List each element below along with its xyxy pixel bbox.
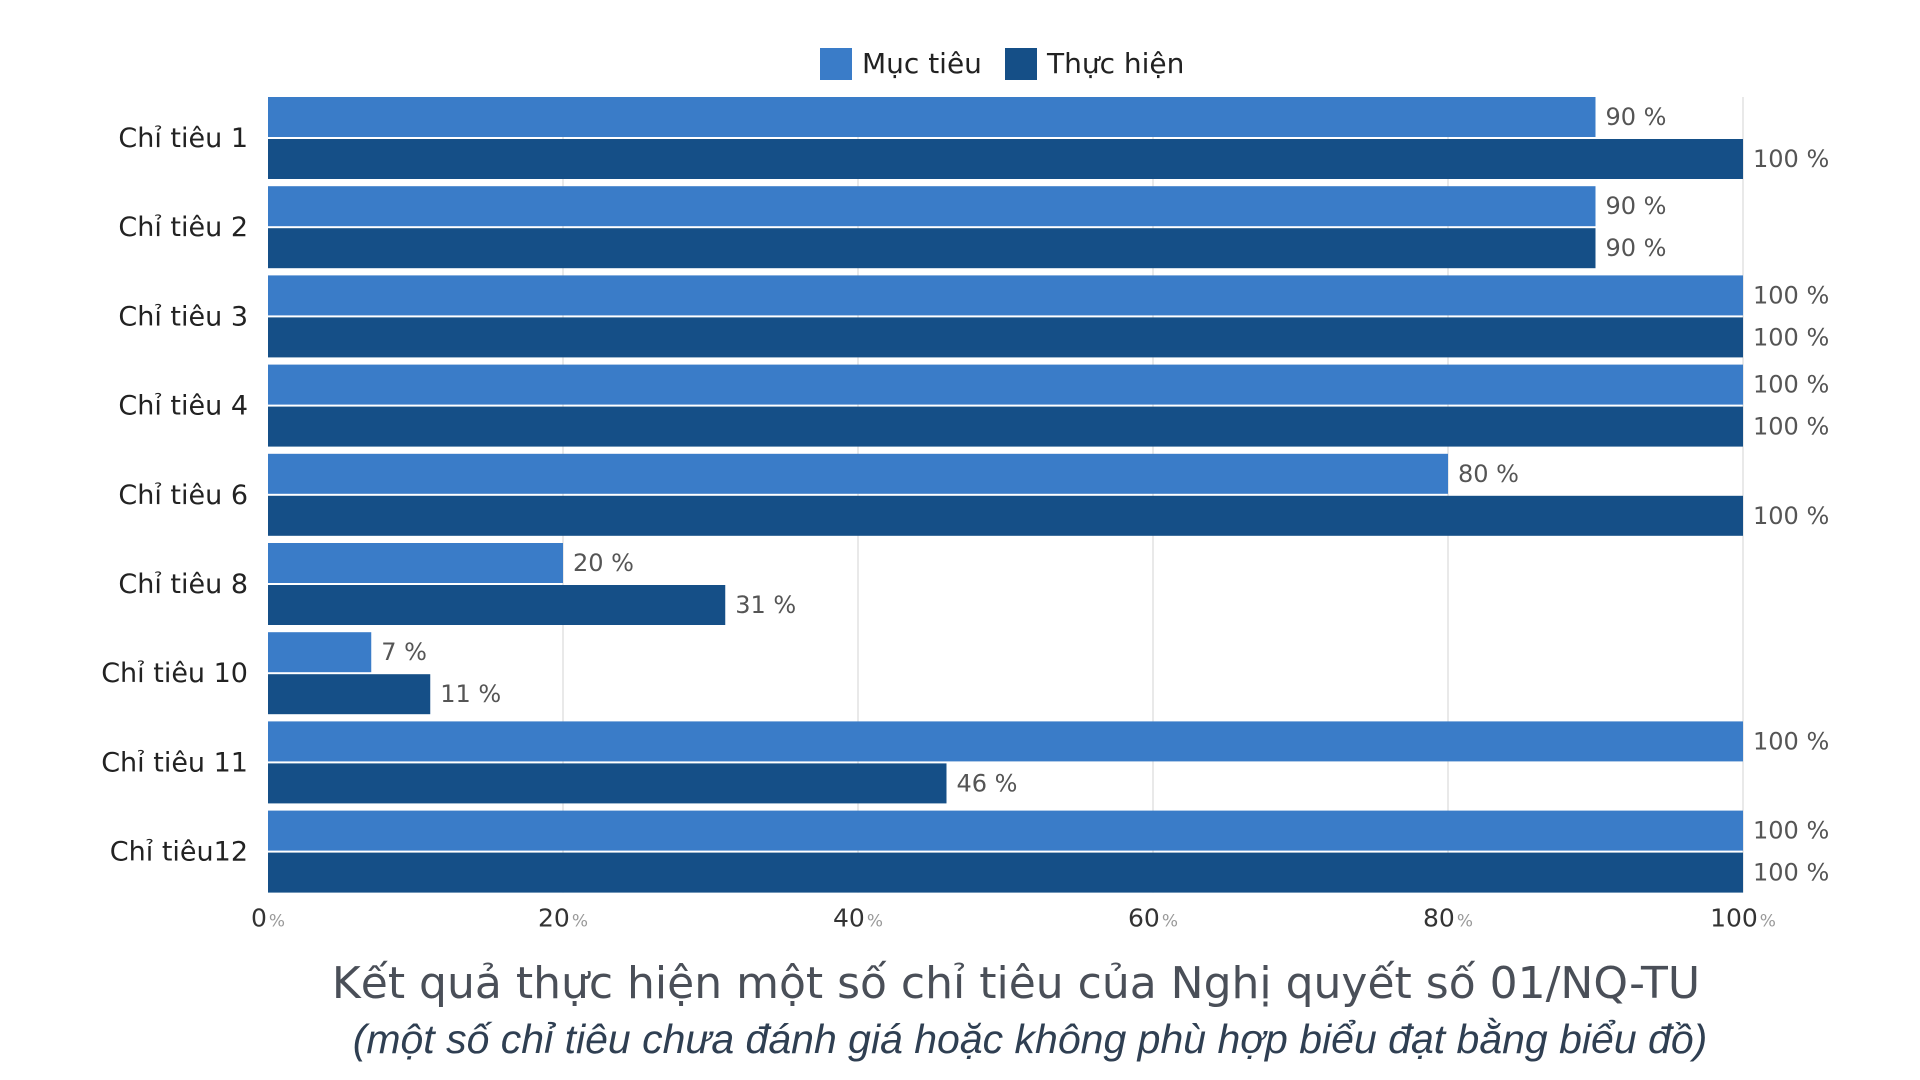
bar-muc-tieu-chi-tieu-11: [268, 721, 1743, 762]
x-tick-label-60: 60%: [1128, 904, 1178, 933]
category-labels: Chỉ tiêu 1 Chỉ tiêu 2 Chỉ tiêu 3 Chỉ tiêu 4…: [101, 123, 248, 868]
category-label-chi-tieu-6: Chỉ tiêu 6: [118, 480, 248, 511]
bar-muc-tieu-chi-tieu12: [268, 810, 1743, 851]
value-label-thuc-hien-chi-tieu-6: 100 %: [1753, 502, 1829, 530]
value-label-thuc-hien-chi-tieu-1: 100 %: [1753, 145, 1829, 173]
category-label-chi-tieu-10: Chỉ tiêu 10: [101, 658, 248, 689]
bar-muc-tieu-chi-tieu-6: [268, 453, 1448, 494]
value-label-thuc-hien-chi-tieu-11: 46 %: [957, 769, 1018, 797]
category-label-chi-tieu12: Chỉ tiêu12: [110, 837, 248, 868]
value-label-thuc-hien-chi-tieu12: 100 %: [1753, 859, 1829, 887]
bar-muc-tieu-chi-tieu-3: [268, 275, 1743, 316]
value-label-thuc-hien-chi-tieu-4: 100 %: [1753, 413, 1829, 441]
category-label-chi-tieu-11: Chỉ tiêu 11: [101, 747, 248, 778]
value-label-muc-tieu-chi-tieu12: 100 %: [1753, 817, 1829, 845]
category-label-chi-tieu-2: Chỉ tiêu 2: [118, 212, 248, 243]
bar-thuc-hien-chi-tieu-2: [268, 228, 1596, 269]
bar-thuc-hien-chi-tieu-6: [268, 495, 1743, 536]
bar-thuc-hien-chi-tieu12: [268, 852, 1743, 893]
value-label-muc-tieu-chi-tieu-3: 100 %: [1753, 281, 1829, 309]
value-label-muc-tieu-chi-tieu-10: 7 %: [381, 638, 427, 666]
value-label-thuc-hien-chi-tieu-10: 11 %: [440, 680, 501, 708]
category-label-chi-tieu-4: Chỉ tiêu 4: [118, 391, 248, 422]
value-label-muc-tieu-chi-tieu-11: 100 %: [1753, 727, 1829, 755]
value-label-muc-tieu-chi-tieu-4: 100 %: [1753, 371, 1829, 399]
value-labels: 90 % 100 % 90 % 90 % 100 % 100 % 100 % 100 % 80 …: [381, 103, 1829, 887]
bar-muc-tieu-chi-tieu-8: [268, 543, 563, 583]
value-label-muc-tieu-chi-tieu-8: 20 %: [573, 549, 634, 577]
value-label-thuc-hien-chi-tieu-8: 31 %: [735, 591, 796, 619]
value-label-muc-tieu-chi-tieu-2: 90 %: [1606, 192, 1667, 220]
legend-swatch-thuc-hien: [1005, 48, 1037, 80]
legend: Mục tiêu Thực hiện: [820, 47, 1184, 80]
x-tick-label-80: 80%: [1423, 904, 1473, 933]
x-tick-label-40: 40%: [833, 904, 883, 933]
bar-thuc-hien-chi-tieu-3: [268, 317, 1743, 358]
x-axis-ticks: 0% 20% 40% 60% 80% 100%: [251, 904, 1776, 933]
chart-title: Kết quả thực hiện một số chỉ tiêu của Ng…: [332, 958, 1700, 1009]
x-tick-label-0: 0%: [251, 904, 285, 933]
x-tick-label-100: 100%: [1710, 904, 1776, 933]
category-label-chi-tieu-1: Chỉ tiêu 1: [118, 123, 248, 154]
bar-thuc-hien-chi-tieu-8: [268, 585, 726, 625]
bar-muc-tieu-chi-tieu-4: [268, 364, 1743, 405]
bar-muc-tieu-chi-tieu-1: [268, 97, 1596, 137]
bar-thuc-hien-chi-tieu-10: [268, 674, 431, 715]
value-label-muc-tieu-chi-tieu-1: 90 %: [1606, 103, 1667, 131]
chart-subtitle: (một số chỉ tiêu chưa đánh giá hoặc khôn…: [353, 1016, 1708, 1062]
x-tick-label-20: 20%: [538, 904, 588, 933]
bar-thuc-hien-chi-tieu-4: [268, 406, 1743, 447]
value-label-thuc-hien-chi-tieu-2: 90 %: [1606, 234, 1667, 262]
category-label-chi-tieu-8: Chỉ tiêu 8: [118, 569, 248, 600]
bar-thuc-hien-chi-tieu-1: [268, 139, 1743, 179]
value-label-thuc-hien-chi-tieu-3: 100 %: [1753, 323, 1829, 351]
category-label-chi-tieu-3: Chỉ tiêu 3: [118, 301, 248, 332]
bar-thuc-hien-chi-tieu-11: [268, 763, 947, 804]
value-label-muc-tieu-chi-tieu-6: 80 %: [1458, 460, 1519, 488]
legend-label-muc-tieu: Mục tiêu: [862, 47, 982, 80]
bars: [268, 97, 1743, 893]
legend-swatch-muc-tieu: [820, 48, 852, 80]
bar-muc-tieu-chi-tieu-10: [268, 632, 372, 673]
bar-muc-tieu-chi-tieu-2: [268, 186, 1596, 227]
legend-label-thuc-hien: Thực hiện: [1046, 47, 1184, 80]
